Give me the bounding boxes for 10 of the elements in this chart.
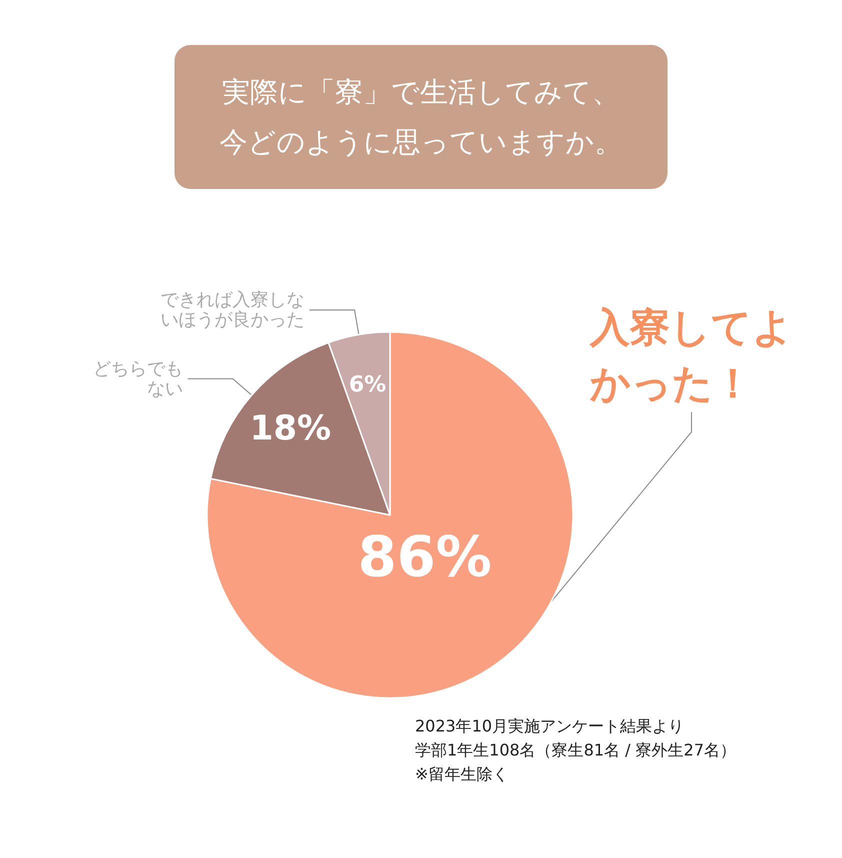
data-label: 86% — [358, 525, 492, 590]
slice-label: できれば入寮しないほうが良かった — [160, 290, 305, 331]
data-label: 6% — [348, 372, 386, 398]
chart-title: 実際に「寮」で生活してみて、今どのように思っていますか。 — [220, 76, 622, 158]
text: ※留年生除く — [415, 764, 508, 784]
slice-label: 入寮してよかった！ — [589, 305, 793, 407]
data-label: 18% — [250, 408, 332, 449]
slice-label: どちらでもない — [92, 358, 183, 400]
text: 2023年10月実施アンケート結果より — [415, 716, 684, 736]
text: 学部1年生108名（寮生81名 / 寮外生27名） — [415, 740, 736, 760]
